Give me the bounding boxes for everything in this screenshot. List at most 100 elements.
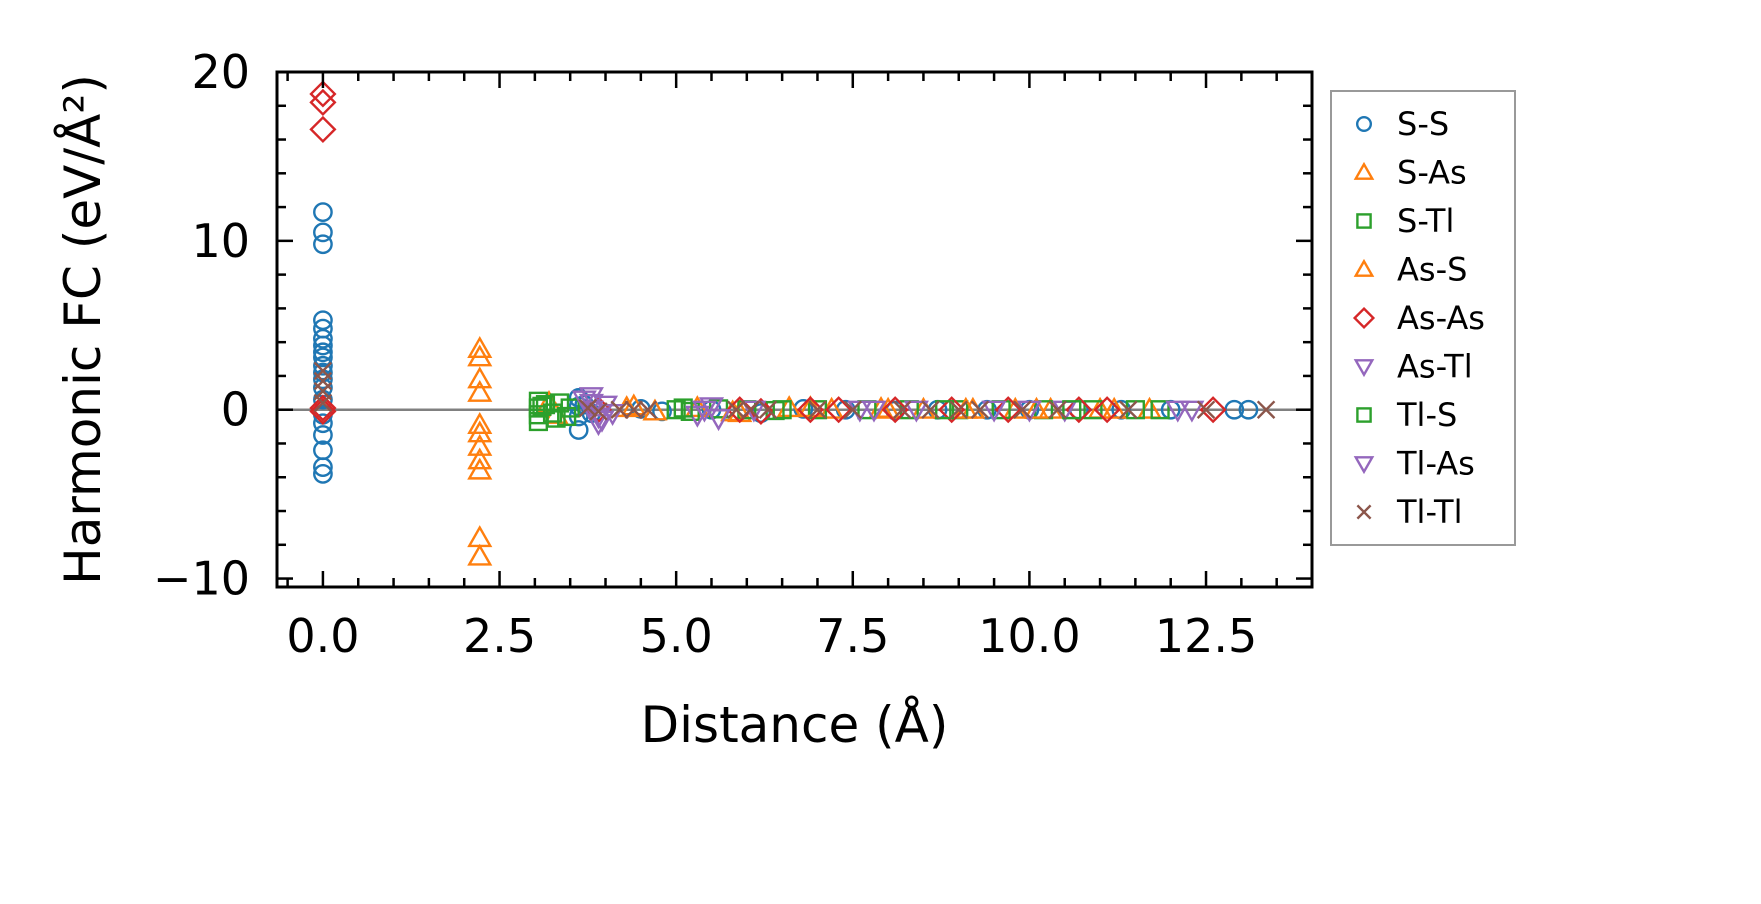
data-point	[313, 347, 333, 368]
legend-marker	[1355, 115, 1373, 133]
y-axis-label: Harmonic FC (eV/Å²)	[54, 74, 112, 585]
x-tick-label: 0.0	[286, 609, 359, 663]
data-point	[1083, 400, 1103, 420]
plot-area-frame	[275, 70, 1314, 589]
x-tick-label: 7.5	[816, 609, 889, 663]
data-point	[1196, 400, 1216, 419]
data-point	[467, 411, 493, 434]
data-point	[313, 234, 333, 255]
tick-labels: 0.0 2.5 5.0 7.5 10.0 12.5 −10 0 10 20	[153, 45, 1257, 663]
legend-marker	[1352, 306, 1376, 330]
data-point	[938, 396, 966, 424]
legend-label: As-As	[1397, 299, 1485, 337]
data-point	[808, 400, 827, 419]
data-point	[467, 433, 493, 456]
data-point	[970, 400, 990, 419]
data-point	[313, 413, 333, 434]
data-point	[638, 400, 658, 419]
data-point	[666, 400, 686, 420]
data-point	[1093, 396, 1121, 424]
data-point	[313, 355, 333, 376]
data-point	[698, 397, 725, 420]
series-Tl-S	[532, 396, 1082, 428]
legend-marker	[1356, 504, 1372, 520]
legend-entry: S-As	[1353, 154, 1467, 192]
legend-label: Tl-As	[1396, 445, 1475, 483]
data-point	[309, 80, 337, 108]
data-point	[1013, 400, 1032, 419]
data-point	[467, 543, 493, 566]
data-point	[309, 394, 337, 422]
series-Tl-Tl	[313, 361, 1276, 421]
data-point	[1199, 396, 1227, 424]
data-point	[313, 457, 333, 477]
y-tick-label: −10	[153, 552, 250, 606]
data-point	[313, 463, 333, 484]
data-point	[313, 425, 333, 445]
data-point	[467, 335, 493, 358]
x-tick-label: 2.5	[463, 609, 536, 663]
data-point	[313, 310, 333, 331]
data-point	[921, 400, 940, 419]
data-point	[467, 344, 493, 367]
data-point	[624, 400, 644, 419]
data-point	[467, 379, 493, 402]
data-point	[313, 222, 333, 243]
data-point	[568, 420, 589, 440]
data-point	[758, 400, 778, 419]
y-tick-label: 10	[191, 214, 250, 268]
data-point	[843, 400, 863, 419]
data-point	[691, 400, 717, 423]
data-point	[600, 404, 626, 427]
data-point	[861, 400, 887, 423]
data-point	[560, 398, 580, 418]
legend-entry: As-Tl	[1353, 348, 1473, 386]
x-tick-label: 5.0	[640, 609, 713, 663]
legend: S-S S-As S-Tl As-S As-As As-Tl Tl-S Tl-As Tl-Tl	[1330, 90, 1516, 546]
data-point	[313, 328, 333, 349]
data-point	[1150, 400, 1170, 420]
data-point	[309, 397, 337, 425]
data-point	[546, 408, 566, 428]
y-tick-label: 20	[191, 45, 250, 99]
data-point	[1048, 400, 1067, 419]
data-point	[881, 396, 909, 424]
data-point	[467, 420, 493, 443]
x-tick-label: 12.5	[1155, 609, 1257, 663]
legend-marker	[1353, 258, 1375, 277]
legend-label: Tl-Tl	[1396, 493, 1462, 531]
legend-entry: As-As	[1352, 299, 1485, 337]
legend-label: As-S	[1397, 251, 1467, 289]
data-point	[875, 396, 901, 419]
legend-marker	[1353, 456, 1375, 475]
data-point	[981, 400, 1007, 423]
data-point	[705, 409, 732, 432]
data-point	[994, 396, 1022, 424]
data-point	[1065, 396, 1093, 424]
data-point	[313, 342, 333, 363]
data-point	[309, 115, 337, 144]
data-point	[532, 396, 552, 416]
data-point	[467, 457, 493, 480]
x-axis-label: Distance (Å)	[641, 696, 949, 754]
data-point	[309, 88, 337, 116]
legend-label: S-As	[1397, 154, 1467, 192]
data-point	[903, 400, 929, 423]
legend-label: Tl-S	[1396, 396, 1457, 434]
data-point	[589, 410, 615, 433]
data-point	[467, 366, 493, 389]
data-point	[578, 393, 604, 416]
data-point	[467, 447, 493, 470]
legend-entry: Tl-As	[1353, 445, 1475, 483]
data-point	[1256, 400, 1276, 419]
legend-label: As-Tl	[1397, 348, 1473, 386]
data-point	[610, 400, 629, 419]
legend-marker	[1356, 407, 1372, 423]
legend-label: S-S	[1397, 105, 1449, 143]
legend-marker	[1353, 161, 1375, 180]
data-point	[1179, 400, 1205, 423]
data-point	[1238, 399, 1259, 420]
data-point	[585, 414, 612, 437]
data-point	[1101, 396, 1127, 419]
